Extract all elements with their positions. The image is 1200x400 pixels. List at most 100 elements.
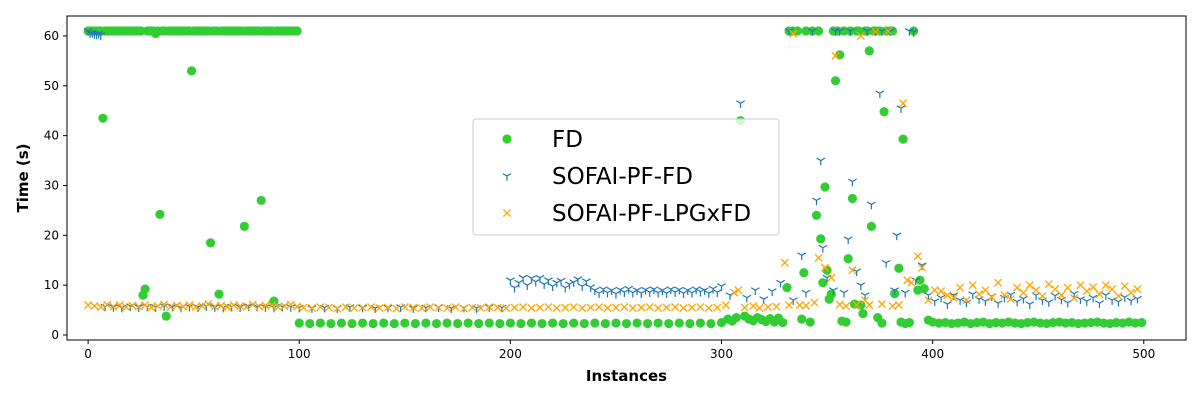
data-point: [856, 282, 866, 290]
data-point: [299, 303, 308, 312]
data-point: [848, 266, 857, 275]
x-axis-title: Instances: [586, 367, 667, 385]
data-point: [687, 289, 697, 298]
data-point: [942, 301, 952, 309]
data-point: [918, 263, 927, 272]
data-point: [198, 302, 207, 311]
data-point: [531, 278, 541, 287]
data-point: [379, 318, 389, 328]
data-point: [858, 308, 868, 319]
data-point: [822, 274, 832, 283]
data-point: [1051, 285, 1060, 294]
data-point: [96, 303, 105, 312]
data-point: [827, 273, 836, 282]
data-point: [782, 283, 792, 293]
data-point: [828, 287, 838, 295]
data-point: [799, 268, 809, 278]
data-point: [943, 291, 952, 300]
legend: FD SOFAI-PF-FD SOFAI-PF-LPGxFD: [472, 118, 780, 236]
data-point: [645, 289, 655, 297]
data-point: [695, 288, 705, 297]
data-point: [527, 304, 536, 313]
data-point: [968, 281, 977, 290]
data-point: [1025, 301, 1035, 309]
data-point: [628, 304, 637, 313]
data-point: [103, 300, 112, 309]
data-point: [826, 289, 836, 299]
data-point: [691, 286, 701, 294]
y-tick-label: 40: [44, 129, 59, 143]
data-point: [704, 290, 714, 298]
data-point: [109, 302, 118, 311]
data-point: [687, 303, 697, 312]
data-point: [801, 289, 811, 298]
data-point: [1133, 285, 1142, 294]
data-point: [731, 312, 741, 323]
data-point: [552, 304, 561, 313]
data-point: [830, 76, 841, 86]
data-point: [242, 303, 251, 312]
data-point: [96, 32, 106, 41]
data-point: [204, 300, 213, 309]
data-point: [831, 51, 840, 60]
data-point: [1075, 296, 1085, 304]
data-point: [662, 290, 672, 298]
data-point: [930, 286, 939, 295]
data-point: [442, 318, 452, 328]
data-point: [653, 289, 663, 298]
data-point: [358, 303, 367, 312]
legend-marker: [502, 208, 512, 218]
data-point: [679, 290, 688, 298]
data-point: [704, 304, 713, 313]
data-point: [333, 304, 342, 313]
data-points: [83, 26, 1147, 329]
data-point: [510, 303, 519, 312]
data-point: [780, 258, 789, 267]
data-point: [1044, 280, 1053, 289]
data-point: [1101, 292, 1111, 300]
data-point: [518, 303, 528, 312]
data-point: [186, 66, 197, 76]
data-point: [1113, 298, 1123, 307]
data-point: [862, 28, 872, 36]
data-point: [898, 134, 908, 144]
data-point: [600, 318, 610, 329]
data-point: [860, 292, 870, 300]
data-point: [1050, 292, 1060, 301]
x-tick-label: 0: [84, 347, 92, 361]
data-point: [812, 197, 821, 206]
data-point: [1000, 291, 1009, 300]
data-point: [679, 304, 688, 313]
data-point: [619, 289, 629, 297]
data-point: [841, 317, 851, 327]
data-point: [1070, 294, 1079, 303]
data-point: [839, 289, 849, 298]
data-point: [835, 28, 845, 36]
data-point: [801, 301, 811, 310]
data-point: [899, 99, 908, 108]
data-point: [1101, 281, 1110, 290]
data-point: [1056, 296, 1066, 305]
data-point: [924, 296, 933, 305]
data-point: [1120, 282, 1129, 291]
data-point: [685, 318, 695, 329]
data-point: [1094, 300, 1104, 308]
data-point: [909, 26, 919, 36]
data-point: [852, 301, 861, 310]
legend-label: SOFAI-PF-FD: [552, 164, 693, 190]
x-tick-label: 300: [710, 347, 733, 361]
data-point: [217, 301, 226, 310]
data-point: [122, 303, 131, 312]
data-point: [569, 279, 579, 287]
data-point: [890, 287, 900, 295]
data-point: [452, 318, 463, 329]
data-point: [239, 221, 249, 231]
data-point: [636, 290, 646, 298]
data-point: [671, 303, 680, 312]
x-tick-label: 500: [1132, 347, 1155, 361]
data-point: [261, 301, 270, 310]
data-point: [788, 297, 798, 305]
data-point: [561, 303, 570, 312]
data-point: [526, 318, 537, 328]
